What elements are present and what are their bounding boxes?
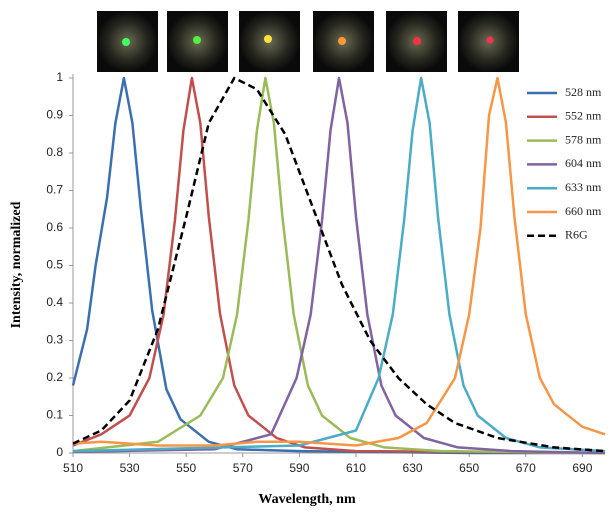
spot: [486, 36, 494, 44]
y-tick-label: 0.7: [46, 183, 63, 197]
series-line: [72, 76, 606, 455]
series-line: [72, 76, 606, 453]
y-tick-label: 0.8: [46, 145, 63, 159]
series-line: [72, 76, 606, 453]
series-line: [71, 76, 605, 455]
spot: [264, 35, 272, 43]
spot: [338, 37, 346, 45]
spot: [122, 38, 130, 46]
x-axis-title: Wavelength, nm: [258, 492, 356, 507]
x-tick-label: 690: [572, 461, 592, 475]
y-tick-label: 0.2: [46, 370, 63, 384]
x-tick-label: 650: [459, 461, 479, 475]
x-tick-label: 590: [289, 461, 309, 475]
y-tick-label: 0.3: [46, 333, 63, 347]
spot-images: [97, 11, 519, 72]
y-tick-label: 0.9: [46, 108, 63, 122]
x-tick-label: 670: [516, 461, 536, 475]
spot: [193, 36, 201, 44]
legend-label: 578 nm: [565, 132, 602, 146]
y-tick-label: 0.5: [46, 258, 63, 272]
y-tick-label: 0: [56, 445, 63, 459]
x-tick-label: 510: [63, 461, 83, 475]
x-tick-label: 550: [176, 461, 196, 475]
legend-label: 633 nm: [565, 180, 602, 194]
y-tick-label: 0.4: [46, 295, 63, 309]
series-line: [72, 76, 606, 455]
y-axis-title: Intensity, normalized: [9, 201, 24, 328]
legend-label: R6G: [565, 228, 588, 242]
series-line: [72, 76, 606, 447]
x-tick-label: 570: [233, 461, 253, 475]
legend-label: 552 nm: [565, 109, 602, 123]
x-tick-label: 530: [120, 461, 140, 475]
spot: [413, 37, 421, 45]
x-tick-label: 610: [346, 461, 366, 475]
y-tick-label: 0.6: [46, 220, 63, 234]
legend-label: 528 nm: [565, 85, 602, 99]
legend-label: 604 nm: [565, 156, 602, 170]
y-tick-label: 0.1: [46, 408, 63, 422]
y-tick-label: 1: [56, 70, 63, 84]
legend-label: 660 nm: [565, 204, 602, 218]
x-tick-label: 630: [403, 461, 423, 475]
series-line: [72, 76, 606, 455]
